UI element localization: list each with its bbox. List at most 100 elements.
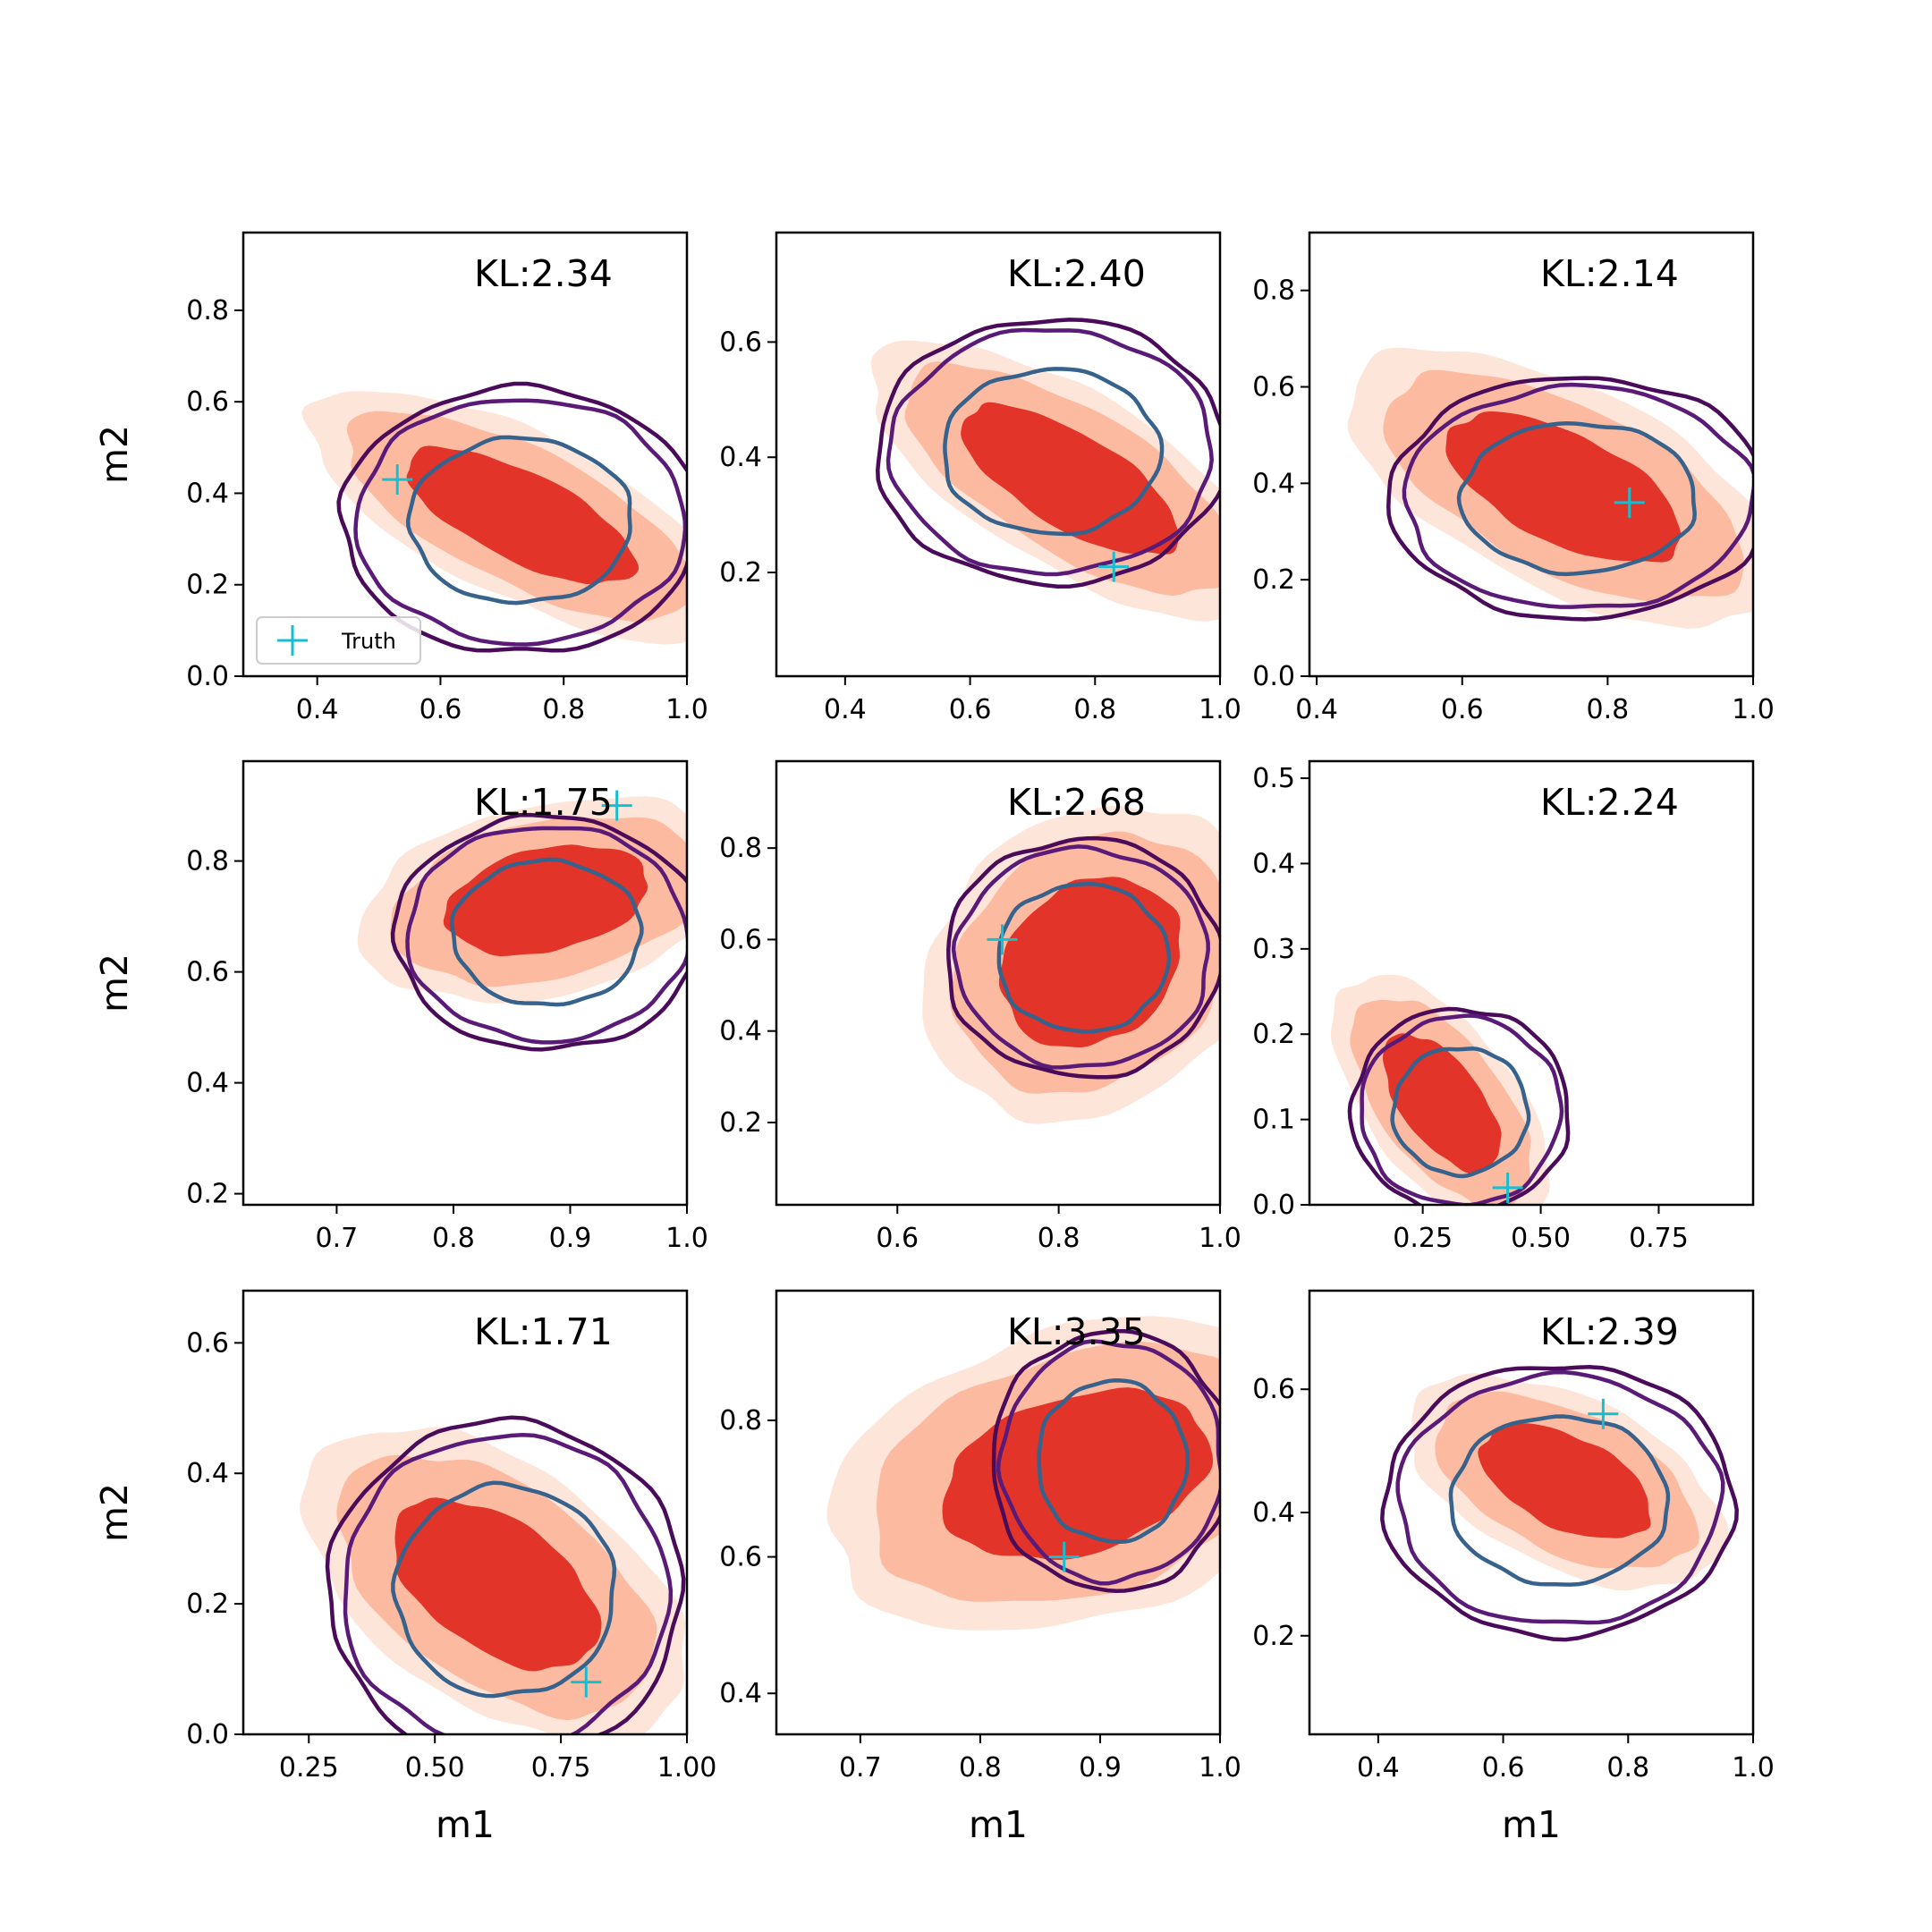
x-tick-label: 0.8 xyxy=(432,1223,475,1254)
x-tick-label: 0.25 xyxy=(279,1752,339,1784)
contour-line-mid xyxy=(353,398,687,647)
axes-frame xyxy=(1308,759,1755,1207)
x-tick-label: 1.0 xyxy=(1199,694,1241,725)
contour-line-mid xyxy=(1360,1013,1564,1205)
x-tick-label: 0.7 xyxy=(316,1223,359,1254)
y-axis-label: m2 xyxy=(93,425,136,484)
truth-marker xyxy=(571,1666,602,1698)
panel-8: 0.7 0.8 0.9 1.0 0.4 0.6 0.8 KL:3.35 m1 xyxy=(719,1289,1241,1846)
y-tick-label: 0.1 xyxy=(1252,1105,1295,1136)
kl-annotation: KL:2.34 xyxy=(474,252,613,295)
density-fill-inner xyxy=(961,402,1179,555)
y-tick-label: 0.8 xyxy=(1252,275,1295,307)
axes-frame xyxy=(242,1289,689,1736)
truth-marker xyxy=(382,464,413,496)
x-tick-label: 0.4 xyxy=(296,694,339,725)
axes-frame xyxy=(242,231,689,678)
x-tick-label: 0.9 xyxy=(549,1223,592,1254)
y-tick-label: 0.2 xyxy=(186,1179,229,1210)
panel-3: 0.4 0.6 0.8 1.0 0.0 0.2 0.4 0.6 0.8 KL:2.14 xyxy=(1252,231,1775,725)
contour-line-outer xyxy=(876,318,1220,589)
truth-marker xyxy=(1492,1172,1523,1203)
y-tick-label: 0.2 xyxy=(719,557,762,589)
x-tick-label: 0.4 xyxy=(824,694,867,725)
x-tick-label: 0.8 xyxy=(1587,694,1630,725)
y-tick-label: 0.2 xyxy=(1252,1621,1295,1652)
contour-line-outer xyxy=(946,835,1220,1080)
x-tick-label: 1.0 xyxy=(665,1223,708,1254)
y-tick-label: 0.2 xyxy=(719,1107,762,1139)
x-tick-label: 0.6 xyxy=(876,1223,919,1254)
density-fill-inner xyxy=(1478,1423,1651,1538)
x-tick-label: 1.00 xyxy=(657,1752,717,1784)
density-fill-inner xyxy=(406,445,640,585)
x-tick-label: 1.0 xyxy=(1732,694,1775,725)
contour-line-outer xyxy=(325,1415,686,1734)
y-tick-label: 0.0 xyxy=(186,1719,229,1750)
y-tick-label: 0.6 xyxy=(1252,1374,1295,1405)
y-axis-label: m2 xyxy=(93,1483,136,1542)
x-tick-label: 0.4 xyxy=(1357,1752,1400,1784)
y-tick-label: 0.4 xyxy=(719,442,762,473)
x-tick-label: 1.0 xyxy=(1199,1223,1241,1254)
y-axis-label: m2 xyxy=(93,953,136,1013)
contour-line-outer xyxy=(1347,1006,1571,1205)
x-tick-label: 1.0 xyxy=(1199,1752,1241,1784)
contour-line-mid xyxy=(951,844,1210,1070)
kl-annotation: KL:1.75 xyxy=(474,781,613,824)
panel-6: 0.25 0.50 0.75 0.0 0.1 0.2 0.3 0.4 0.5 KL:2.24 xyxy=(1252,759,1755,1254)
x-tick-label: 0.8 xyxy=(959,1752,1002,1784)
panel-4: 0.7 0.8 0.9 1.0 0.2 0.4 0.6 0.8 KL:1.75 m2 xyxy=(93,759,708,1254)
kl-annotation: KL:2.39 xyxy=(1540,1310,1679,1353)
contour-line-outer xyxy=(390,812,687,1052)
x-tick-label: 0.8 xyxy=(1073,694,1116,725)
truth-marker xyxy=(1048,1541,1080,1572)
contour-line-outer xyxy=(991,1329,1220,1594)
y-tick-label: 0.6 xyxy=(719,326,762,358)
density-fill-inner xyxy=(942,1387,1214,1560)
y-tick-label: 0.4 xyxy=(186,1068,229,1099)
panel-2: 0.4 0.6 0.8 1.0 0.2 0.4 0.6 KL:2.40 xyxy=(719,231,1241,725)
panel-grid: 0.4 0.6 0.8 1.0 0.0 0.2 0.4 0.6 0.8 KL:2.34 m2 Trut… xyxy=(93,231,1775,1846)
contour-line-inner xyxy=(405,435,632,606)
axes-frame xyxy=(775,1289,1222,1736)
contour-line-inner xyxy=(391,1480,617,1699)
y-tick-label: 0.0 xyxy=(1252,1190,1295,1221)
kl-annotation: KL:3.35 xyxy=(1007,1310,1146,1353)
truth-marker xyxy=(987,924,1018,955)
kl-annotation: KL:2.68 xyxy=(1007,781,1146,824)
contour-line-mid xyxy=(996,1339,1220,1586)
y-tick-label: 0.8 xyxy=(719,1405,762,1436)
truth-marker xyxy=(601,790,632,821)
contour-line-inner xyxy=(449,857,644,1007)
y-tick-label: 0.0 xyxy=(1252,661,1295,692)
truth-marker xyxy=(1098,551,1130,582)
y-tick-label: 0.3 xyxy=(1252,934,1295,965)
y-tick-label: 0.8 xyxy=(186,295,229,326)
y-tick-label: 0.5 xyxy=(1252,763,1295,794)
contour-line-outer xyxy=(1386,376,1753,622)
y-tick-label: 0.4 xyxy=(719,1016,762,1047)
contour-line-mid xyxy=(1402,382,1753,609)
x-tick-label: 0.8 xyxy=(1606,1752,1649,1784)
contour-line-inner xyxy=(1456,421,1697,577)
x-tick-label: 0.6 xyxy=(949,694,992,725)
panel-5: 0.6 0.8 1.0 0.2 0.4 0.6 0.8 KL:2.68 xyxy=(719,759,1241,1254)
y-tick-label: 0.8 xyxy=(186,846,229,877)
contour-line-mid xyxy=(886,327,1214,577)
contour-line-mid xyxy=(343,1432,674,1734)
panel-7: 0.25 0.50 0.75 1.00 0.0 0.2 0.4 0.6 KL:1.71 m2 m1 xyxy=(93,1289,717,1846)
x-axis-label: m1 xyxy=(436,1803,495,1846)
y-tick-label: 0.6 xyxy=(186,1327,229,1359)
y-tick-label: 0.2 xyxy=(1252,1019,1295,1050)
y-tick-label: 0.4 xyxy=(1252,848,1295,879)
axes-frame xyxy=(1308,231,1755,678)
panel-1: 0.4 0.6 0.8 1.0 0.0 0.2 0.4 0.6 0.8 KL:2.34 m2 Trut… xyxy=(93,231,708,725)
x-tick-label: 0.7 xyxy=(839,1752,882,1784)
y-tick-label: 0.0 xyxy=(186,661,229,692)
contour-line-inner xyxy=(1448,1414,1671,1587)
y-tick-label: 0.2 xyxy=(1252,564,1295,596)
y-tick-label: 0.6 xyxy=(719,924,762,955)
x-tick-label: 0.75 xyxy=(1629,1223,1689,1254)
